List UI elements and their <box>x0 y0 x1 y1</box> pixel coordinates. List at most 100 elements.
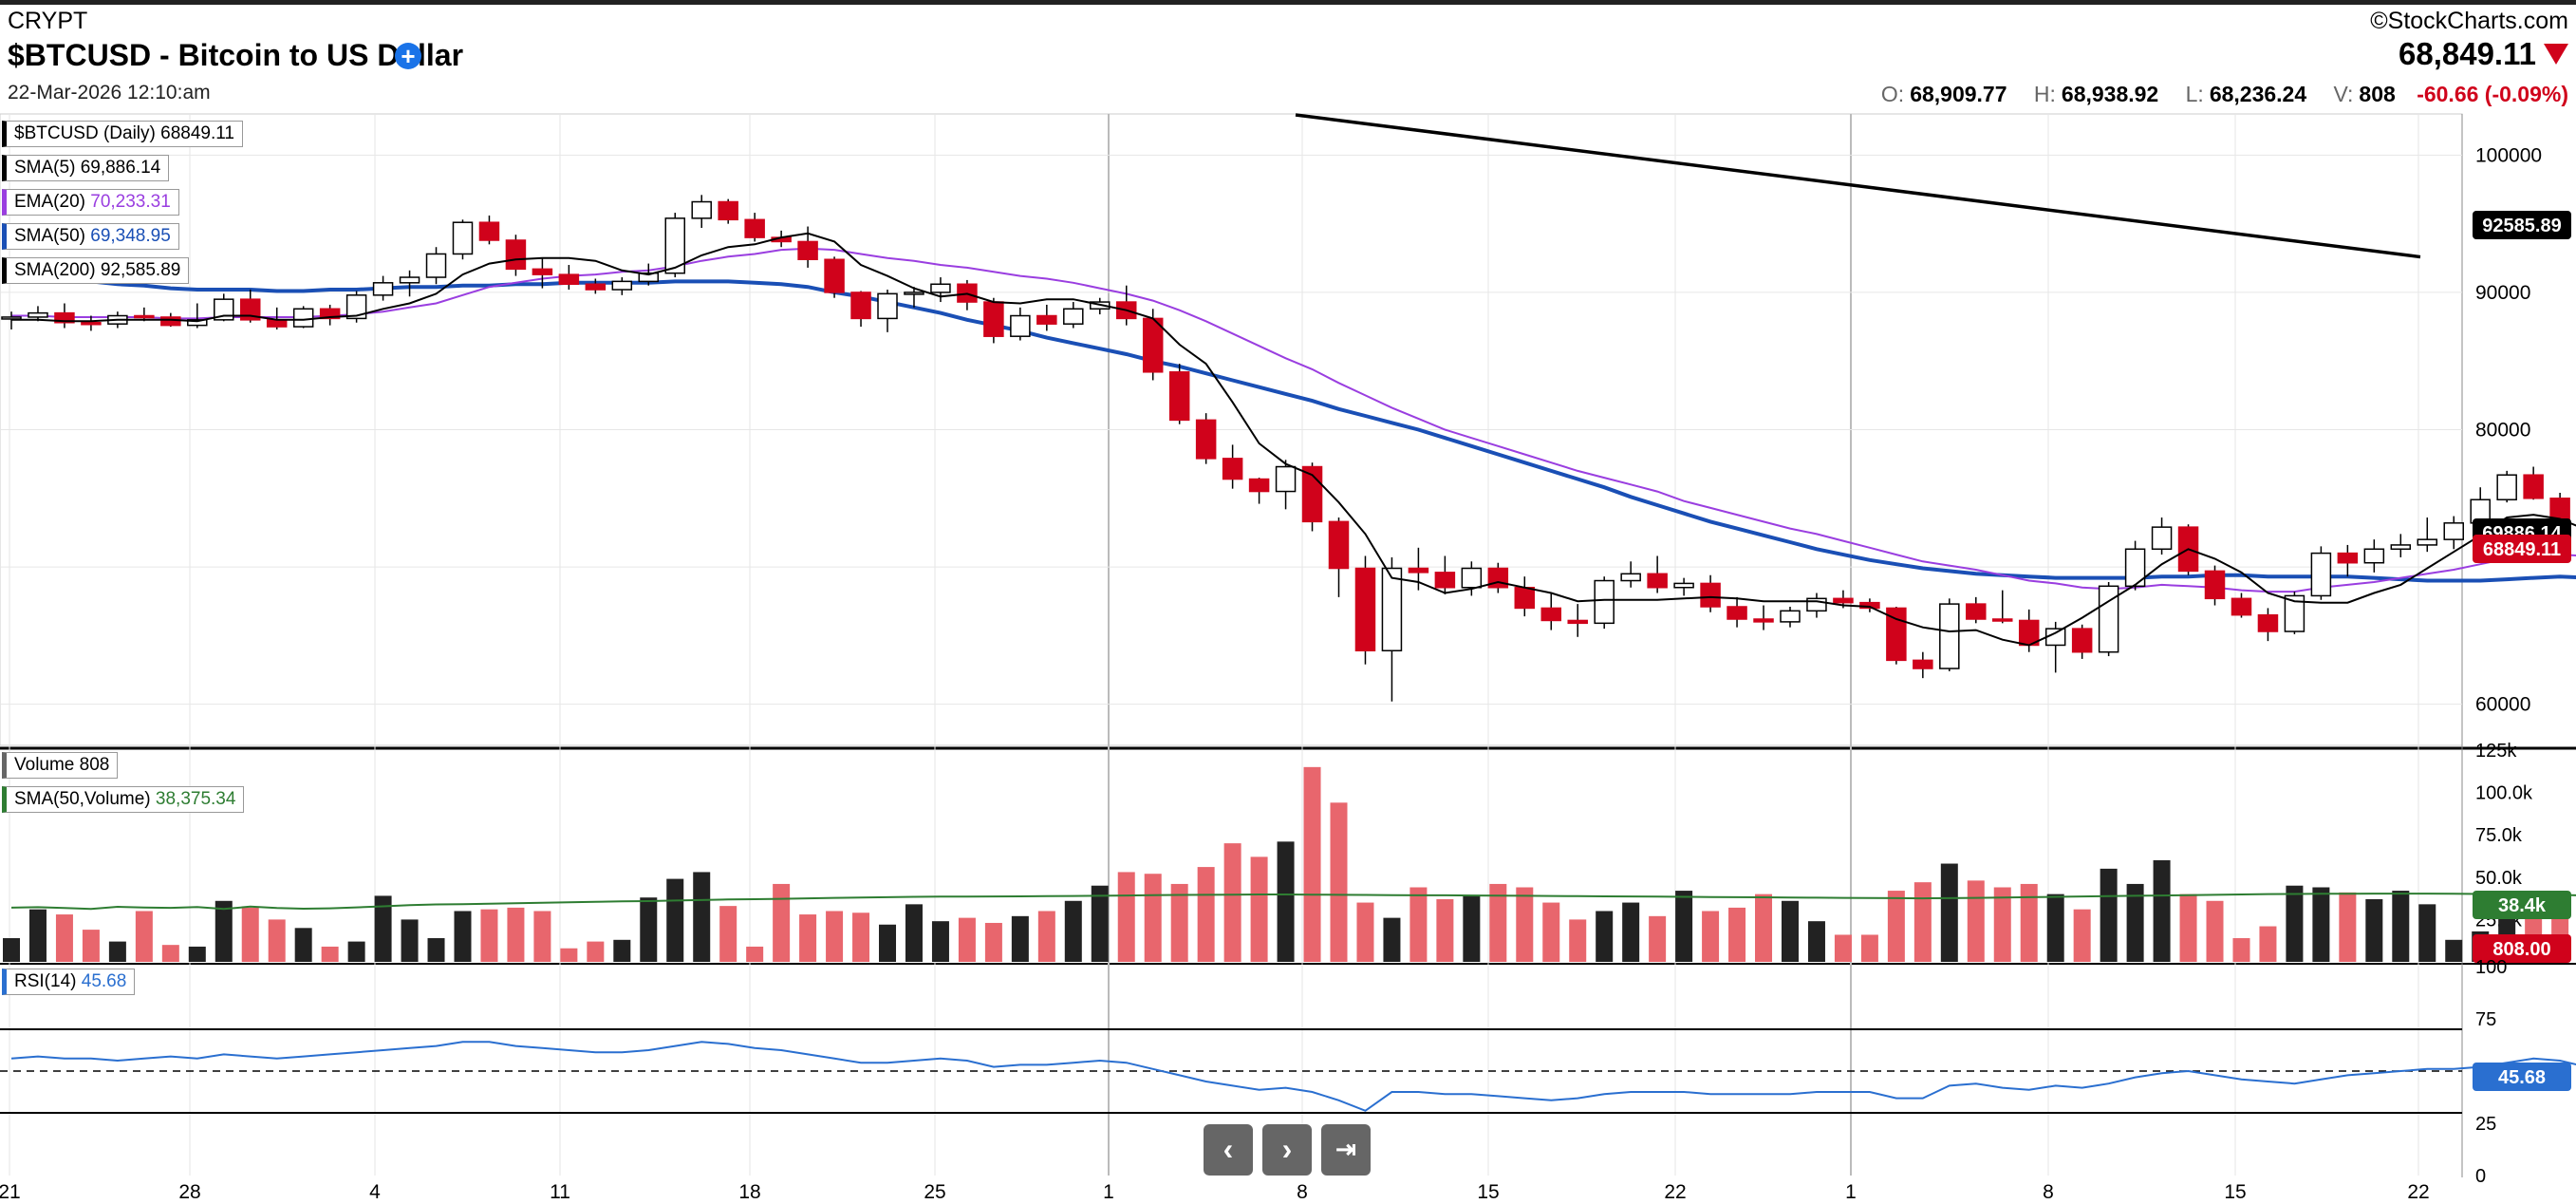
volume-bar <box>719 906 737 962</box>
candle <box>1594 576 1615 630</box>
candle-down-body <box>160 316 181 327</box>
candle-up-body <box>2417 538 2438 546</box>
candle <box>1727 596 1747 628</box>
x-tick-label: 15 <box>1477 1181 1499 1203</box>
volume-bar <box>1356 902 1374 962</box>
candle-up-body <box>187 319 208 327</box>
candle <box>1461 561 1483 596</box>
volume-bar <box>1781 900 1799 962</box>
volume-bar <box>2312 887 2330 962</box>
candle-up-body <box>1673 582 1694 589</box>
candle-up-body <box>1381 567 1403 651</box>
candle-up-body <box>2363 548 2385 564</box>
candle-up-body <box>611 280 633 291</box>
candle-up-body <box>2284 594 2305 632</box>
candle-down-body <box>1248 478 1270 493</box>
volume-bar <box>1144 874 1162 962</box>
candle-down-body <box>1966 603 1987 620</box>
volume-bar <box>1037 911 1055 962</box>
candle-down-body <box>54 311 75 324</box>
legend-rsi: RSI(14) 45.68 <box>2 969 136 995</box>
candle <box>1540 593 1562 630</box>
volume-bar <box>1887 891 1905 962</box>
candle-down-body <box>1195 419 1217 460</box>
volume-bar <box>1117 872 1135 962</box>
volume-bar <box>82 930 100 962</box>
candle <box>1381 556 1403 702</box>
candle-down-body <box>239 298 261 321</box>
candle-up-body <box>904 292 924 295</box>
volume-bar <box>268 919 286 962</box>
volume-bar <box>666 878 684 962</box>
candle <box>691 195 712 228</box>
volume-bar <box>2418 904 2436 962</box>
legend-sma50: SMA(50) 69,348.95 <box>2 223 179 250</box>
legend-price: $BTCUSD (Daily) 68849.11 <box>2 121 243 147</box>
volume-tick-label: 125k <box>2475 741 2517 762</box>
volume-bar <box>2339 892 2357 962</box>
volume-badge-bg <box>2473 934 2571 963</box>
candle-down-body <box>1408 567 1429 574</box>
volume-value: 808 <box>2359 82 2396 106</box>
candle <box>1168 364 1190 424</box>
skip-to-end-icon[interactable]: ⇥ <box>1321 1124 1371 1176</box>
candle-up-body <box>292 308 314 328</box>
volume-bar <box>1913 882 1932 962</box>
volume-bar <box>2392 891 2410 962</box>
volume-bar <box>55 914 73 962</box>
candle-down-body <box>2523 474 2544 499</box>
volume-bar <box>2126 883 2144 962</box>
volume-sma-line <box>10 893 2576 911</box>
volume-tick-label: 50.0k <box>2475 868 2523 889</box>
candle <box>187 303 208 329</box>
candle-down-body <box>824 258 845 293</box>
candle <box>2204 565 2226 606</box>
candle-up-body <box>399 276 420 284</box>
candle <box>28 306 48 322</box>
chevron-right-icon[interactable]: › <box>1262 1124 1312 1176</box>
candle <box>2496 470 2517 503</box>
candle <box>2257 608 2279 642</box>
candle-down-body <box>2337 552 2359 564</box>
volume-bar <box>1277 841 1295 962</box>
volume-bar <box>1755 894 1773 962</box>
candle-down-body <box>505 239 527 271</box>
volume-bar <box>1463 895 1481 962</box>
candle <box>1222 444 1243 489</box>
candle-up-body <box>1594 579 1615 625</box>
volume-bar <box>1702 911 1720 962</box>
volume-bar <box>1170 883 1188 962</box>
candle-down-body <box>134 314 155 319</box>
last-price: 68,849.11 <box>2399 36 2536 71</box>
candle <box>1275 460 1297 510</box>
volume-bar <box>1197 867 1215 962</box>
date-time: 22-Mar-2026 12:10:am <box>8 82 211 103</box>
candle-down-body <box>2257 613 2279 632</box>
candle-up-body <box>2124 548 2146 588</box>
plus-circle-icon[interactable]: + <box>395 43 421 69</box>
x-tick-label: 28 <box>178 1181 200 1203</box>
volume-bar <box>135 911 153 962</box>
volume-bar <box>1675 891 1693 962</box>
volume-badge: 808.00 <box>2473 934 2571 963</box>
candle <box>1354 555 1376 665</box>
candle <box>1806 593 1827 618</box>
chevron-left-icon[interactable]: ‹ <box>1204 1124 1253 1176</box>
candle <box>1036 304 1057 331</box>
rsi-tick-label: 25 <box>2475 1114 2496 1135</box>
brand-logo[interactable]: ©StockCharts.com <box>2370 8 2568 34</box>
candle <box>983 297 1004 344</box>
candle-up-body <box>1620 573 1641 582</box>
volume-bar <box>2153 859 2171 962</box>
volume-bar <box>480 909 498 962</box>
volume-bar <box>1940 863 1958 962</box>
x-tick-label: 4 <box>369 1181 381 1203</box>
candle-up-body <box>1939 603 1960 669</box>
candle-down-body <box>2204 570 2226 600</box>
volume-bar <box>2259 926 2277 962</box>
volume-bar <box>3 938 20 962</box>
candle <box>744 213 765 242</box>
candle <box>2231 593 2252 618</box>
volsma-badge-bg <box>2473 891 2571 919</box>
